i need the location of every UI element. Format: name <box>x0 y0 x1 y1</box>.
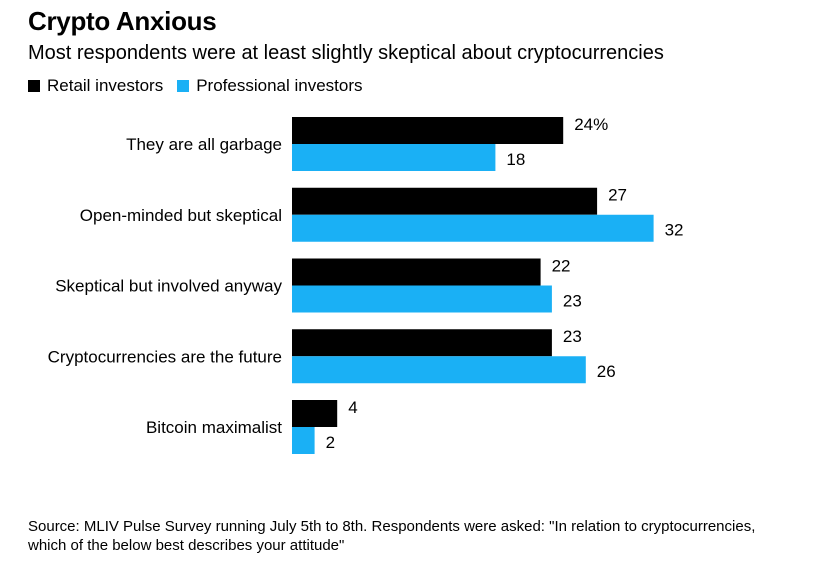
bar-professional-they-are-all-garbage <box>292 144 496 171</box>
bar-professional-bitcoin-maximalist <box>292 427 315 454</box>
value-label-retail-they-are-all-garbage: 24% <box>574 115 608 134</box>
legend-swatch-professional <box>177 80 190 92</box>
bar-professional-cryptocurrencies-are-the-future <box>292 356 586 384</box>
value-label-retail-open-minded-but-skeptical: 27 <box>608 186 627 205</box>
category-label-they-are-all-garbage: They are all garbage <box>126 135 282 154</box>
value-label-professional-bitcoin-maximalist: 2 <box>326 433 335 452</box>
legend-swatch-retail <box>28 80 40 92</box>
bar-professional-skeptical-but-involved-anyway <box>292 285 552 313</box>
bar-professional-open-minded-but-skeptical <box>292 214 654 242</box>
value-label-professional-they-are-all-garbage: 18 <box>506 150 525 169</box>
category-label-skeptical-but-involved-anyway: Skeptical but involved anyway <box>55 277 282 296</box>
category-label-cryptocurrencies-are-the-future: Cryptocurrencies are the future <box>48 347 282 366</box>
bar-retail-they-are-all-garbage <box>292 117 564 144</box>
legend-item-retail: Retail investors <box>28 76 163 96</box>
bar-retail-skeptical-but-involved-anyway <box>292 258 541 286</box>
chart-title: Crypto Anxious <box>28 6 217 36</box>
bar-retail-bitcoin-maximalist <box>292 400 338 427</box>
category-label-bitcoin-maximalist: Bitcoin maximalist <box>146 418 282 437</box>
chart-subtitle: Most respondents were at least slightly … <box>28 42 664 64</box>
bar-retail-cryptocurrencies-are-the-future <box>292 329 552 357</box>
value-label-retail-bitcoin-maximalist: 4 <box>348 398 357 417</box>
legend-label-retail: Retail investors <box>47 76 164 95</box>
source-note: Source: MLIV Pulse Survey running July 5… <box>28 518 756 554</box>
value-label-professional-skeptical-but-involved-anyway: 23 <box>563 291 582 310</box>
legend: Retail investors Professional investors <box>28 76 377 96</box>
value-label-professional-open-minded-but-skeptical: 32 <box>665 221 684 240</box>
legend-label-professional: Professional investors <box>196 76 363 95</box>
value-label-retail-cryptocurrencies-are-the-future: 23 <box>563 327 582 346</box>
value-label-retail-skeptical-but-involved-anyway: 22 <box>552 256 571 275</box>
bar-retail-open-minded-but-skeptical <box>292 187 598 215</box>
value-label-professional-cryptocurrencies-are-the-future: 26 <box>597 362 616 381</box>
category-label-open-minded-but-skeptical: Open-minded but skeptical <box>80 206 282 225</box>
legend-item-professional: Professional investors <box>177 76 363 96</box>
